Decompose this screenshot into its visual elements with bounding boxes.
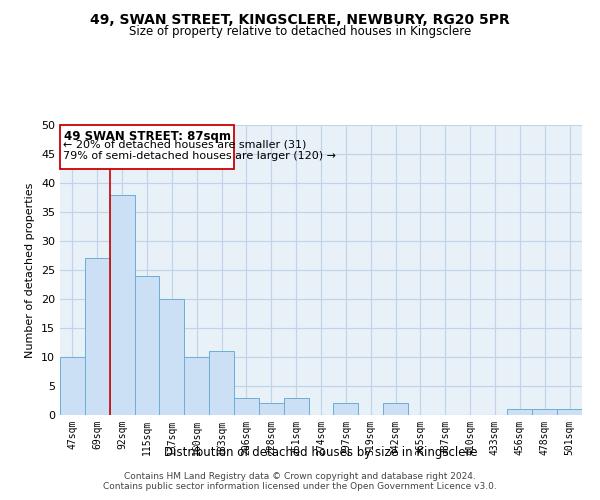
Bar — [259, 404, 284, 415]
Bar — [160, 299, 184, 415]
Bar — [284, 398, 308, 415]
Bar — [557, 409, 582, 415]
Bar — [134, 276, 160, 415]
Text: ← 20% of detached houses are smaller (31): ← 20% of detached houses are smaller (31… — [63, 140, 307, 149]
Bar — [234, 398, 259, 415]
Bar — [334, 404, 358, 415]
Bar — [85, 258, 110, 415]
FancyBboxPatch shape — [61, 125, 234, 168]
Bar — [209, 351, 234, 415]
Bar — [60, 357, 85, 415]
Text: 49 SWAN STREET: 87sqm: 49 SWAN STREET: 87sqm — [64, 130, 231, 142]
Text: 79% of semi-detached houses are larger (120) →: 79% of semi-detached houses are larger (… — [63, 151, 336, 161]
Text: Distribution of detached houses by size in Kingsclere: Distribution of detached houses by size … — [164, 446, 478, 459]
Bar — [383, 404, 408, 415]
Text: 49, SWAN STREET, KINGSCLERE, NEWBURY, RG20 5PR: 49, SWAN STREET, KINGSCLERE, NEWBURY, RG… — [90, 12, 510, 26]
Bar — [508, 409, 532, 415]
Bar — [110, 194, 134, 415]
Y-axis label: Number of detached properties: Number of detached properties — [25, 182, 35, 358]
Text: Contains HM Land Registry data © Crown copyright and database right 2024.: Contains HM Land Registry data © Crown c… — [124, 472, 476, 481]
Bar — [184, 357, 209, 415]
Text: Contains public sector information licensed under the Open Government Licence v3: Contains public sector information licen… — [103, 482, 497, 491]
Text: Size of property relative to detached houses in Kingsclere: Size of property relative to detached ho… — [129, 25, 471, 38]
Bar — [532, 409, 557, 415]
